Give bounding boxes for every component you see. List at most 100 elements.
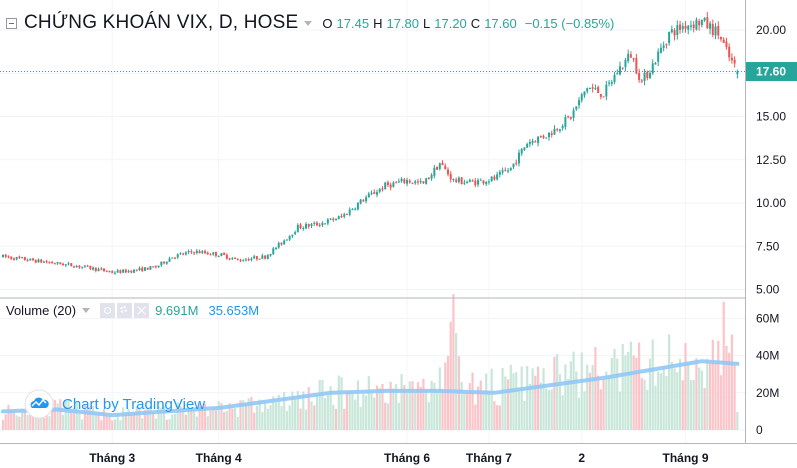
candle bbox=[21, 256, 24, 259]
volume-bar bbox=[509, 364, 512, 430]
volume-bar bbox=[706, 358, 709, 430]
candle bbox=[236, 258, 239, 261]
candle bbox=[40, 258, 43, 264]
candle bbox=[335, 218, 338, 221]
candle bbox=[370, 190, 373, 196]
candle bbox=[359, 198, 362, 205]
candle bbox=[651, 59, 654, 75]
volume-bar bbox=[255, 405, 258, 430]
candle bbox=[681, 22, 684, 33]
open-value: 17.45 bbox=[336, 15, 370, 31]
candle bbox=[103, 268, 106, 273]
volume-axis[interactable]: 0 20M 40M 60M bbox=[756, 311, 779, 437]
eye-icon[interactable] bbox=[100, 303, 116, 318]
volume-bar bbox=[452, 294, 455, 430]
volume-bar bbox=[206, 416, 209, 430]
volume-bar bbox=[171, 414, 174, 430]
candle bbox=[313, 221, 316, 226]
candle bbox=[264, 254, 267, 260]
volume-bar bbox=[266, 408, 269, 430]
symbol-title[interactable]: CHỨNG KHOÁN VIX, D, HOSE bbox=[24, 12, 299, 33]
candle bbox=[728, 43, 731, 62]
tradingview-cloud-icon bbox=[24, 389, 54, 419]
candle bbox=[217, 255, 220, 258]
volume-bar bbox=[717, 340, 720, 430]
volume-ma-value: 35.653M bbox=[208, 303, 260, 318]
volume-bar bbox=[651, 339, 654, 430]
candle bbox=[537, 136, 540, 147]
candle bbox=[190, 249, 193, 255]
candle bbox=[143, 267, 146, 271]
volume-bar bbox=[433, 382, 436, 430]
candle bbox=[635, 53, 638, 75]
candle bbox=[670, 25, 673, 34]
volume-bar bbox=[389, 381, 392, 430]
volume-bar bbox=[449, 321, 452, 430]
volume-bar bbox=[444, 362, 447, 430]
chevron-down-icon[interactable] bbox=[304, 20, 313, 26]
close-icon[interactable] bbox=[134, 303, 150, 318]
candle bbox=[171, 257, 174, 259]
volume-bar bbox=[244, 403, 248, 430]
volume-bar bbox=[594, 347, 597, 430]
volume-bar bbox=[105, 416, 108, 430]
volume-bar bbox=[395, 384, 398, 430]
volume-bar bbox=[700, 370, 703, 430]
candle bbox=[586, 87, 589, 94]
time-axis[interactable]: Tháng 3 Tháng 4 Tháng 6 Tháng 7 2 Tháng 9 bbox=[89, 451, 709, 465]
volume-tick-label: 60M bbox=[756, 311, 779, 325]
volume-bar bbox=[586, 364, 589, 430]
candle bbox=[182, 252, 185, 256]
candle bbox=[163, 261, 166, 265]
collapse-pane-button[interactable] bbox=[6, 17, 17, 29]
volume-bar bbox=[425, 390, 428, 430]
volume-bar bbox=[643, 379, 646, 430]
volume-bar bbox=[646, 390, 649, 430]
volume-bar bbox=[26, 414, 29, 430]
candle bbox=[553, 125, 556, 135]
candle bbox=[556, 127, 559, 132]
volume-bar bbox=[113, 419, 117, 430]
candle bbox=[564, 114, 567, 130]
volume-bar bbox=[392, 388, 395, 430]
volume-bar bbox=[654, 385, 657, 430]
candle bbox=[62, 262, 65, 266]
candle bbox=[597, 85, 600, 94]
volume-bar bbox=[223, 411, 226, 430]
volume-bar bbox=[299, 408, 302, 430]
volume-bar bbox=[201, 407, 204, 430]
candle bbox=[471, 179, 474, 182]
candle bbox=[326, 217, 329, 226]
candle bbox=[283, 239, 286, 245]
candle bbox=[12, 257, 15, 261]
candle bbox=[367, 191, 370, 198]
chevron-down-icon[interactable] bbox=[82, 308, 91, 313]
candle bbox=[149, 265, 152, 270]
gear-icon[interactable] bbox=[117, 303, 133, 318]
candle bbox=[212, 251, 215, 256]
candle bbox=[679, 20, 682, 34]
candle bbox=[548, 132, 550, 141]
volume-bar bbox=[247, 398, 250, 430]
volume-bar bbox=[591, 365, 594, 430]
volume-bar bbox=[523, 400, 526, 430]
candle bbox=[534, 140, 537, 143]
tradingview-branding[interactable]: Chart by TradingView bbox=[24, 389, 205, 419]
volume-bar bbox=[231, 408, 234, 430]
volume-bar bbox=[111, 420, 114, 430]
candle bbox=[618, 61, 621, 76]
candle bbox=[406, 177, 409, 187]
candle bbox=[714, 23, 717, 40]
candle bbox=[340, 213, 343, 218]
candle bbox=[517, 149, 520, 167]
volume-indicator-title[interactable]: Volume (20) bbox=[6, 303, 77, 318]
volume-bar bbox=[165, 419, 168, 430]
branding-text[interactable]: Chart by TradingView bbox=[62, 395, 206, 413]
candle bbox=[493, 174, 496, 181]
volume-bar bbox=[94, 414, 97, 430]
volume-bar bbox=[670, 361, 673, 430]
volume-bar bbox=[384, 402, 387, 430]
volume-bar bbox=[684, 343, 687, 430]
